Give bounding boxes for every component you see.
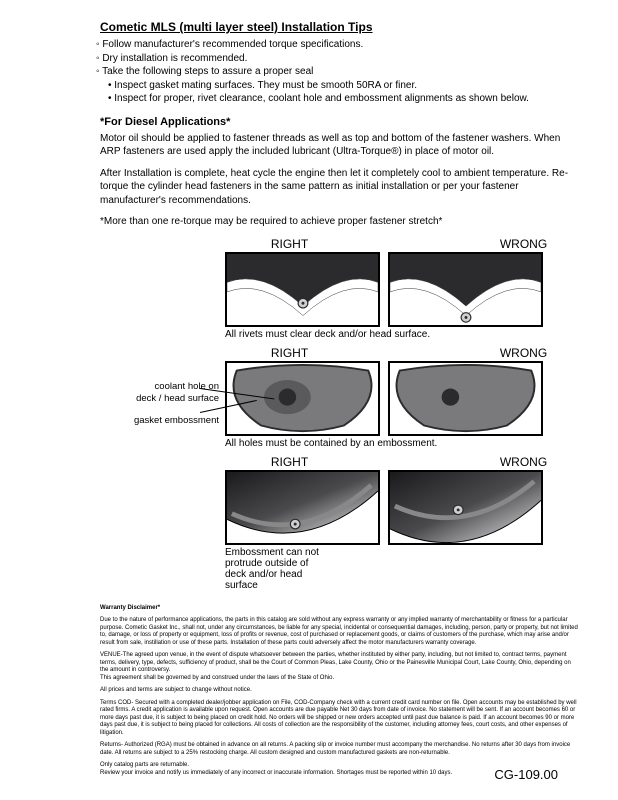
- diagram-rivet-wrong: [388, 252, 543, 327]
- label-wrong: WRONG: [459, 455, 588, 469]
- side-label-embossment: gasket embossment: [30, 415, 219, 427]
- diagram-hole-wrong: [388, 361, 543, 436]
- diagram-caption: Embossment can not protrude outside of d…: [30, 547, 330, 591]
- diagram-emboss-right: [225, 470, 380, 545]
- fine-paragraph: Terms COD- Secured with a completed deal…: [100, 700, 578, 738]
- paragraph: Motor oil should be applied to fastener …: [30, 132, 588, 159]
- fine-paragraph: Due to the nature of performance applica…: [100, 617, 578, 647]
- diagram-emboss-wrong: [388, 470, 543, 545]
- bullet-subitem: Inspect for proper, rivet clearance, coo…: [96, 92, 588, 106]
- diagram-row-holes: RIGHT WRONG coolant hole on deck / head …: [30, 346, 588, 449]
- bullet-item: Dry installation is recommended.: [96, 52, 588, 66]
- side-labels: coolant hole on deck / head surface gask…: [30, 361, 225, 428]
- diagram-row-rivets: RIGHT WRONG All rivets must clear deck a…: [30, 237, 588, 340]
- fine-heading: Warranty Disclaimer*: [100, 605, 578, 613]
- bullet-item: Follow manufacturer's recommended torque…: [96, 38, 588, 52]
- bullet-list: Follow manufacturer's recommended torque…: [30, 38, 588, 106]
- label-wrong: WRONG: [459, 237, 588, 251]
- fine-print: Warranty Disclaimer* Due to the nature o…: [30, 605, 588, 778]
- paragraph: After Installation is complete, heat cyc…: [30, 167, 588, 208]
- label-right: RIGHT: [225, 346, 354, 360]
- fine-paragraph: Returns- Authorized (RGA) must be obtain…: [100, 742, 578, 757]
- page-title: Cometic MLS (multi layer steel) Installa…: [30, 20, 588, 34]
- fine-paragraph: VENUE-The agreed upon venue, in the even…: [100, 652, 578, 682]
- paragraph: *More than one re-torque may be required…: [30, 215, 588, 229]
- document-number: CG-109.00: [494, 767, 558, 782]
- fine-paragraph: All prices and terms are subject to chan…: [100, 687, 578, 695]
- label-wrong: WRONG: [459, 346, 588, 360]
- label-right: RIGHT: [225, 237, 354, 251]
- label-right: RIGHT: [225, 455, 354, 469]
- side-label-coolant: coolant hole on: [30, 381, 219, 393]
- diagram-caption: All holes must be contained by an emboss…: [30, 438, 588, 449]
- diagram-hole-right: [225, 361, 380, 436]
- diagram-caption: All rivets must clear deck and/or head s…: [30, 329, 588, 340]
- diagram-row-embossment: RIGHT WRONG: [30, 455, 588, 591]
- diagram-rivet-right: [225, 252, 380, 327]
- side-label-coolant2: deck / head surface: [30, 393, 219, 405]
- bullet-item: Take the following steps to assure a pro…: [96, 65, 588, 79]
- subheading-diesel: *For Diesel Applications*: [30, 116, 588, 128]
- bullet-subitem: Inspect gasket mating surfaces. They mus…: [96, 79, 588, 93]
